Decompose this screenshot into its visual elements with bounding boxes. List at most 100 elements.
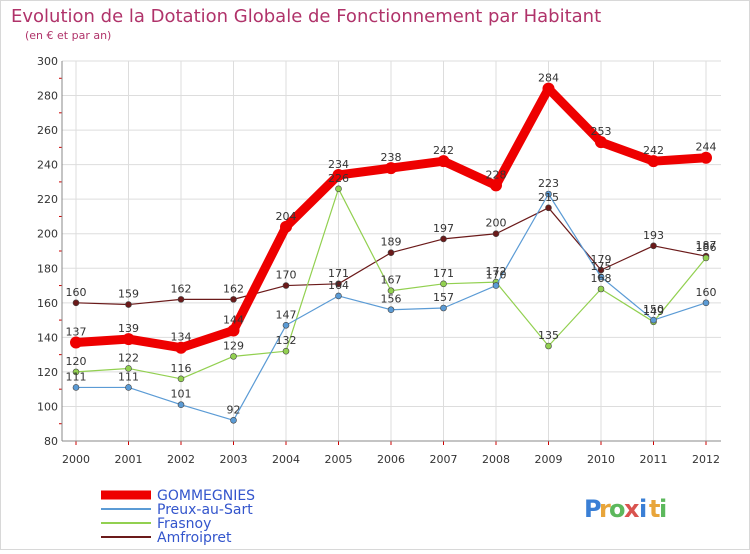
y-tick-label: 180 bbox=[37, 262, 58, 275]
data-label: 164 bbox=[328, 279, 349, 292]
data-point bbox=[647, 155, 660, 168]
logo-letter: o bbox=[609, 495, 626, 523]
data-point bbox=[332, 169, 345, 181]
data-point bbox=[335, 280, 342, 288]
data-label: 160 bbox=[66, 286, 87, 299]
data-label: 187 bbox=[696, 239, 717, 252]
data-label: 168 bbox=[591, 272, 612, 285]
data-point bbox=[597, 285, 605, 293]
data-point bbox=[385, 162, 397, 175]
x-tick-label: 2002 bbox=[167, 453, 195, 466]
data-point bbox=[440, 304, 447, 312]
data-label: 204 bbox=[276, 210, 297, 223]
x-tick-label: 2005 bbox=[325, 453, 353, 466]
x-tick-label: 2011 bbox=[640, 453, 668, 466]
x-tick-label: 2008 bbox=[482, 453, 510, 466]
data-point bbox=[387, 287, 395, 295]
legend-label: Amfroipret bbox=[157, 530, 232, 546]
logo-letter: t bbox=[649, 495, 660, 523]
data-point bbox=[490, 179, 502, 192]
data-label: 162 bbox=[223, 282, 244, 295]
y-tick-label: 200 bbox=[37, 228, 58, 241]
data-label: 172 bbox=[486, 265, 507, 278]
data-label: 157 bbox=[433, 291, 454, 304]
data-point bbox=[230, 416, 237, 424]
data-label: 132 bbox=[276, 334, 297, 347]
data-label: 111 bbox=[66, 370, 87, 383]
data-label: 149 bbox=[643, 305, 664, 318]
data-label: 134 bbox=[171, 331, 192, 344]
data-label: 226 bbox=[328, 172, 349, 185]
data-label: 159 bbox=[118, 288, 139, 301]
data-label: 193 bbox=[643, 229, 664, 242]
logo-letter: i bbox=[659, 495, 667, 523]
data-label: 242 bbox=[643, 144, 664, 157]
data-point bbox=[650, 316, 657, 324]
data-point bbox=[72, 299, 80, 307]
data-label: 92 bbox=[227, 403, 241, 416]
data-label: 242 bbox=[433, 144, 454, 157]
x-tick-label: 2012 bbox=[692, 453, 720, 466]
logo-letter: P bbox=[584, 495, 602, 523]
data-labels: 111 111 101 92 147 164 156 157 170 223 175 150 160 12… bbox=[66, 72, 717, 417]
data-point bbox=[175, 341, 187, 354]
data-label: 160 bbox=[696, 286, 717, 299]
data-point bbox=[387, 249, 395, 257]
grid bbox=[62, 60, 721, 442]
data-point bbox=[492, 230, 500, 238]
chart-subtitle: (en € et par an) bbox=[25, 29, 111, 42]
data-point bbox=[437, 155, 450, 168]
series-layer bbox=[70, 82, 712, 424]
data-point bbox=[230, 353, 237, 360]
data-label: 228 bbox=[486, 168, 507, 181]
data-label: 116 bbox=[171, 362, 192, 375]
data-label: 170 bbox=[486, 269, 507, 282]
data-point bbox=[545, 190, 552, 198]
data-point bbox=[177, 375, 185, 383]
data-point bbox=[125, 365, 132, 372]
chart-title: Evolution de la Dotation Globale de Fonc… bbox=[11, 6, 601, 27]
y-tick-label: 160 bbox=[37, 297, 58, 310]
x-tick-label: 2001 bbox=[115, 453, 143, 466]
data-point bbox=[280, 220, 292, 233]
data-point bbox=[542, 82, 555, 95]
data-label: 135 bbox=[538, 329, 559, 342]
data-label: 171 bbox=[328, 267, 349, 280]
legend-label: GOMMEGNIES bbox=[157, 488, 255, 504]
y-tick-label: 240 bbox=[37, 159, 58, 172]
data-label: 215 bbox=[538, 191, 559, 204]
y-tick-label: 120 bbox=[37, 366, 58, 379]
x-tick-label: 2006 bbox=[377, 453, 405, 466]
data-point bbox=[70, 336, 82, 349]
x-tick-label: 2007 bbox=[430, 453, 458, 466]
data-label: 186 bbox=[696, 241, 717, 254]
data-label: 197 bbox=[433, 222, 454, 235]
data-label: 234 bbox=[328, 158, 349, 171]
data-point bbox=[227, 324, 240, 337]
data-point bbox=[650, 242, 657, 250]
y-tick-label: 280 bbox=[37, 90, 58, 103]
data-label: 120 bbox=[66, 355, 87, 368]
data-label: 253 bbox=[591, 125, 612, 138]
x-tick-label: 2010 bbox=[587, 453, 615, 466]
data-point bbox=[125, 301, 132, 308]
data-label: 284 bbox=[538, 72, 559, 85]
y-tick-label: 300 bbox=[37, 55, 58, 68]
data-point bbox=[72, 368, 80, 376]
y-tick-label: 260 bbox=[37, 124, 58, 137]
data-point bbox=[595, 136, 607, 149]
data-point bbox=[177, 401, 185, 409]
data-label: 111 bbox=[118, 370, 139, 383]
legend-label: Frasnoy bbox=[157, 516, 211, 532]
data-label: 238 bbox=[381, 151, 402, 164]
data-label: 129 bbox=[223, 339, 244, 352]
data-label: 170 bbox=[276, 269, 297, 282]
x-tick-label: 2000 bbox=[62, 453, 90, 466]
data-label: 147 bbox=[276, 308, 297, 321]
data-point bbox=[230, 296, 237, 303]
axes: 80 100 120 140 160 180 200 220 240 260 280 300 2000 2… bbox=[37, 55, 721, 466]
data-point bbox=[492, 282, 500, 289]
data-point bbox=[702, 299, 710, 307]
